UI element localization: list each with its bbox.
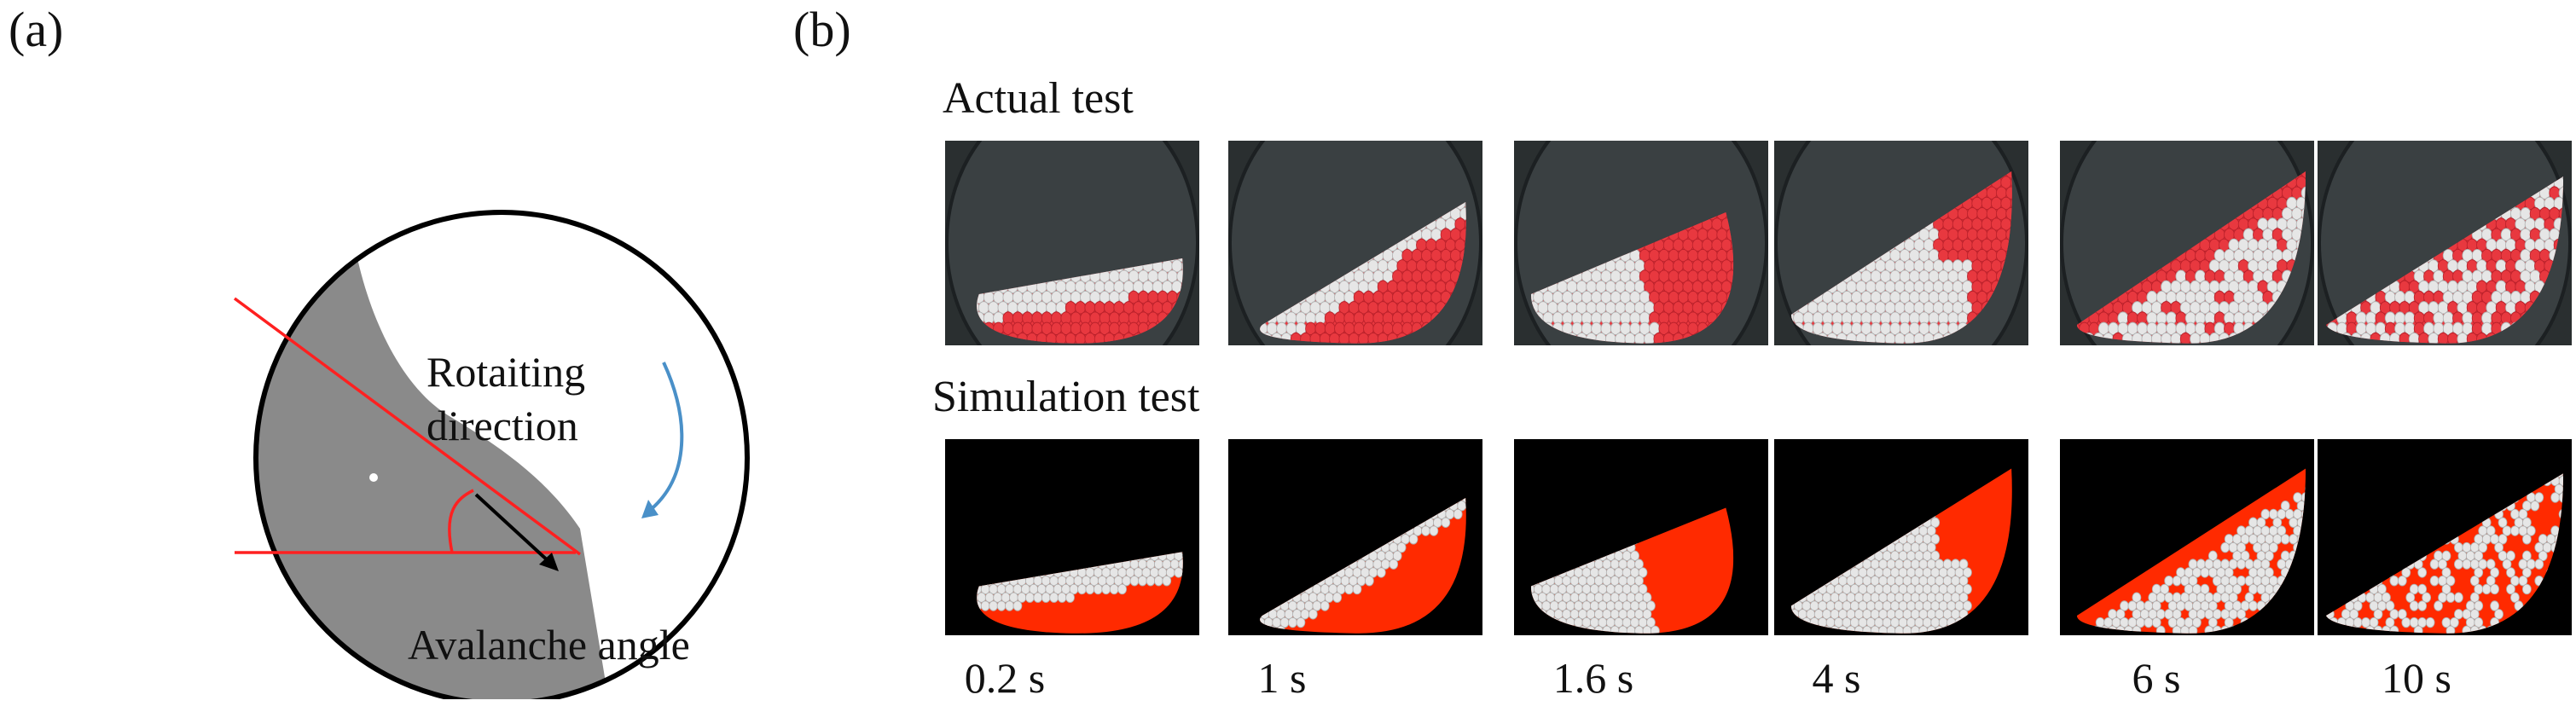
rotating-drum-diagram xyxy=(233,210,750,699)
actual-test-frame xyxy=(1228,141,1482,345)
particle-bed xyxy=(256,213,614,699)
panel-b-label: (b) xyxy=(793,2,851,57)
particle-bed xyxy=(2076,468,2306,634)
rotating-label-line1: Rotaiting xyxy=(426,348,586,396)
particle-bed xyxy=(1790,468,2012,634)
simulation-frame xyxy=(945,439,1199,635)
rotation-arrow xyxy=(647,362,684,513)
rotating-label-line2: direction xyxy=(426,401,578,449)
simulation-test-title: Simulation test xyxy=(932,373,1200,421)
rotation-arrow-head xyxy=(641,500,659,518)
panel-a-label: (a) xyxy=(9,2,64,57)
time-label: 4 s xyxy=(1812,654,1861,702)
particle-bed xyxy=(977,552,1183,634)
photo-image xyxy=(2060,141,2314,345)
simulation-image xyxy=(2325,473,2564,634)
simulation-frame xyxy=(1514,439,1768,635)
time-label: 1 s xyxy=(1257,654,1307,702)
avalanche-angle-label: Avalanche angle xyxy=(408,621,690,669)
simulation-frame xyxy=(1774,439,2028,635)
simulation-image xyxy=(1790,468,2012,634)
photo-image xyxy=(2318,141,2572,345)
simulation-frame xyxy=(2318,439,2572,635)
actual-test-frame xyxy=(2318,141,2572,345)
photo-image xyxy=(1228,141,1482,345)
rotating-direction-label: Rotaiting direction xyxy=(426,345,585,452)
simulation-image xyxy=(1260,498,1466,634)
time-label: 0.2 s xyxy=(964,654,1046,702)
actual-test-title: Actual test xyxy=(943,74,1134,123)
time-label: 6 s xyxy=(2132,654,2181,702)
actual-test-frame xyxy=(1514,141,1768,345)
actual-test-frame xyxy=(1774,141,2028,345)
actual-test-frame xyxy=(2060,141,2314,345)
time-label: 10 s xyxy=(2382,654,2451,702)
simulation-image xyxy=(977,552,1183,634)
particle-bed xyxy=(1530,507,1734,634)
photo-image xyxy=(945,141,1199,345)
avalanche-pointer xyxy=(474,493,552,564)
particle-bed xyxy=(1260,498,1466,634)
simulation-image xyxy=(1530,507,1734,634)
photo-image xyxy=(1774,141,2028,345)
avalanche-pointer-head xyxy=(539,553,559,571)
photo-image xyxy=(1514,141,1768,345)
simulation-frame xyxy=(2060,439,2314,635)
drum-outline xyxy=(253,210,750,699)
actual-test-frame xyxy=(945,141,1199,345)
slope-line xyxy=(233,297,582,556)
time-label: 1.6 s xyxy=(1552,654,1634,702)
simulation-image xyxy=(2076,468,2306,634)
avalanche-angle-arc xyxy=(448,489,474,553)
drum-center-dot xyxy=(369,473,378,482)
simulation-frame xyxy=(1228,439,1482,635)
particle-bed xyxy=(2325,473,2564,634)
